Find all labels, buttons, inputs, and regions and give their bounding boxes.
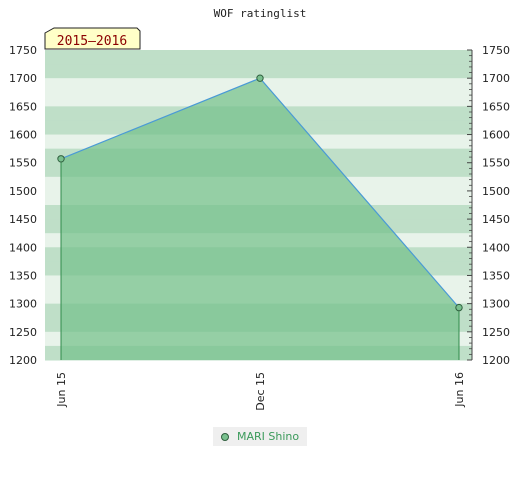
y-tick-label-left: 1550 — [9, 157, 37, 170]
y-tick-label-left: 1750 — [9, 44, 37, 57]
y-tick-label-right: 1750 — [482, 44, 510, 57]
data-point — [455, 303, 463, 312]
y-tick-label-right: 1650 — [482, 100, 510, 113]
y-tick-label-left: 1650 — [9, 100, 37, 113]
x-tick-label: Dec 15 — [254, 372, 267, 411]
series-area — [61, 78, 459, 360]
y-tick-label-right: 1300 — [482, 298, 510, 311]
data-point — [57, 155, 65, 163]
legend-series-label: MARI Shino — [237, 430, 300, 443]
y-tick-label-left: 1400 — [9, 241, 37, 254]
y-tick-label-right: 1550 — [482, 157, 510, 170]
y-tick-label-left: 1300 — [9, 298, 37, 311]
y-tick-label-left: 1450 — [9, 213, 37, 226]
y-tick-label-right: 1250 — [482, 326, 510, 339]
y-tick-label-right: 1700 — [482, 72, 510, 85]
y-tick-label-right: 1600 — [482, 129, 510, 142]
background-band — [45, 50, 472, 65]
data-point — [256, 74, 264, 82]
y-tick-label-right: 1450 — [482, 213, 510, 226]
background-band — [45, 64, 472, 79]
y-tick-label-right: 1200 — [482, 354, 510, 367]
y-tick-label-left: 1250 — [9, 326, 37, 339]
x-tick-label: Jun 15 — [55, 372, 68, 408]
y-tick-label-right: 1400 — [482, 241, 510, 254]
chart-title: WOF ratinglist — [214, 7, 307, 20]
y-tick-label-left: 1200 — [9, 354, 37, 367]
y-tick-label-right: 1350 — [482, 269, 510, 282]
y-tick-label-left: 1600 — [9, 129, 37, 142]
axes-layer: 1200 1200 1250 1250 1300 1300 1350 1350 1400 1400… — [9, 44, 510, 411]
y-tick-label-left: 1500 — [9, 185, 37, 198]
period-badge-label: 2015–2016 — [57, 34, 127, 49]
legend[interactable]: MARI Shino — [213, 427, 307, 446]
y-tick-label-right: 1500 — [482, 185, 510, 198]
y-tick-label-left: 1350 — [9, 269, 37, 282]
period-badge: 2015–2016 — [44, 27, 141, 50]
x-tick-label: Jun 16 — [453, 372, 466, 408]
y-tick-label-left: 1700 — [9, 72, 37, 85]
legend-marker-icon — [221, 432, 229, 441]
period-badge-background — [44, 27, 141, 50]
marker-layer — [57, 74, 463, 312]
